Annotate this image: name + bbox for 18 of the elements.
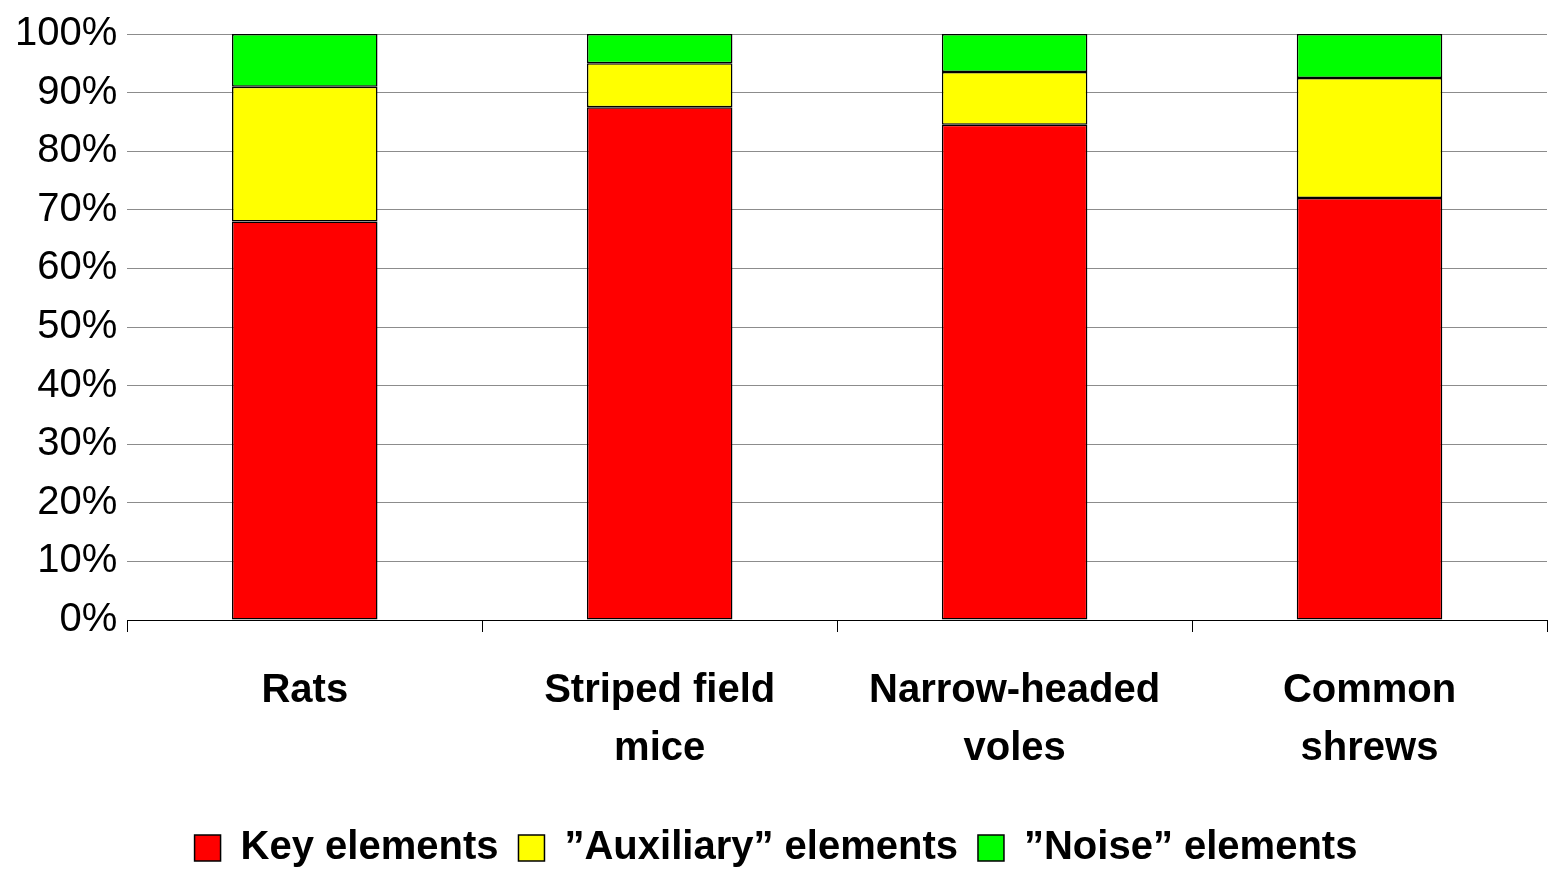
y-tick-label: 100%: [14, 9, 118, 54]
y-tick-label: 0%: [59, 595, 118, 640]
y-tick-label: 90%: [37, 67, 118, 112]
y-tick-label: 60%: [37, 243, 118, 288]
legend-label: Key elements: [240, 823, 499, 868]
x-tick-label: Narrow-headed voles: [869, 666, 1161, 769]
y-tick-label: 80%: [37, 126, 118, 171]
y-tick-label: 20%: [37, 477, 118, 522]
legend-label: ”Noise” elements: [1023, 823, 1358, 868]
x-tick-label: Rats: [261, 666, 349, 711]
y-tick-label: 50%: [37, 302, 118, 347]
y-tick-label: 40%: [37, 360, 118, 405]
legend-label: ”Auxiliary” elements: [564, 823, 958, 868]
y-tick-label: 10%: [37, 536, 118, 581]
x-tick-label: Striped field mice: [544, 666, 776, 769]
y-tick-label: 70%: [37, 184, 118, 229]
y-tick-label: 30%: [37, 419, 118, 464]
x-tick-label: Common shrews: [1282, 666, 1457, 769]
